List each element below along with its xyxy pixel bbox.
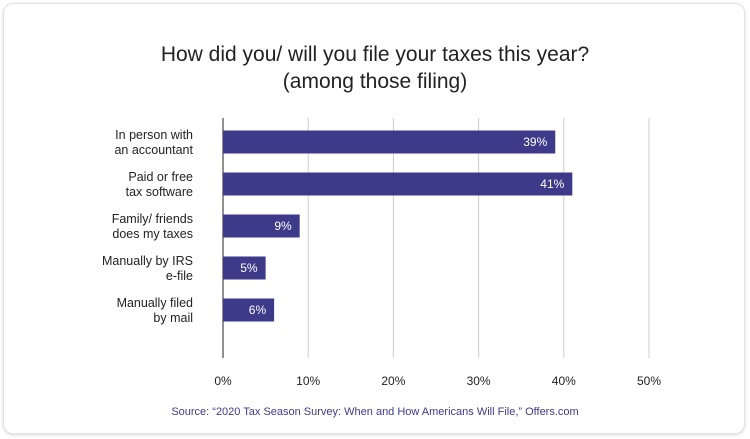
category-label-1-line-1: tax software	[126, 185, 193, 199]
category-label-2-line-0: Family/ friends	[112, 212, 193, 226]
x-tick-label-3: 30%	[467, 374, 491, 388]
category-label-3-line-0: Manually by IRS	[102, 254, 193, 268]
x-tick-label-1: 10%	[296, 374, 320, 388]
x-tick-label-2: 20%	[381, 374, 405, 388]
x-tick-label-5: 50%	[637, 374, 661, 388]
category-label-0-line-1: an accountant	[114, 143, 193, 157]
bar-0	[223, 130, 556, 154]
data-label-2: 9%	[274, 219, 292, 233]
category-label-4-line-1: by mail	[153, 311, 193, 325]
x-tick-label-0: 0%	[214, 374, 232, 388]
data-label-3: 5%	[240, 261, 258, 275]
category-label-4-line-0: Manually filed	[117, 296, 193, 310]
bar-4	[223, 298, 275, 322]
bar-2	[223, 214, 300, 238]
bar-1	[223, 172, 573, 196]
chart-title-line-2: (among those filing)	[282, 70, 468, 93]
data-label-0: 39%	[523, 135, 547, 149]
category-label-2-line-1: does my taxes	[112, 227, 193, 241]
source-note: Source: “2020 Tax Season Survey: When an…	[171, 406, 579, 418]
data-label-4: 6%	[249, 303, 267, 317]
chart-title-line-1: How did you/ will you file your taxes th…	[160, 43, 590, 66]
chart-card	[3, 3, 745, 434]
category-label-1-line-0: Paid or free	[128, 170, 193, 184]
data-label-1: 41%	[540, 177, 564, 191]
category-label-3-line-1: e-file	[166, 269, 193, 283]
category-label-0-line-0: In person with	[115, 128, 193, 142]
x-tick-label-4: 40%	[552, 374, 576, 388]
bar-3	[223, 256, 266, 280]
